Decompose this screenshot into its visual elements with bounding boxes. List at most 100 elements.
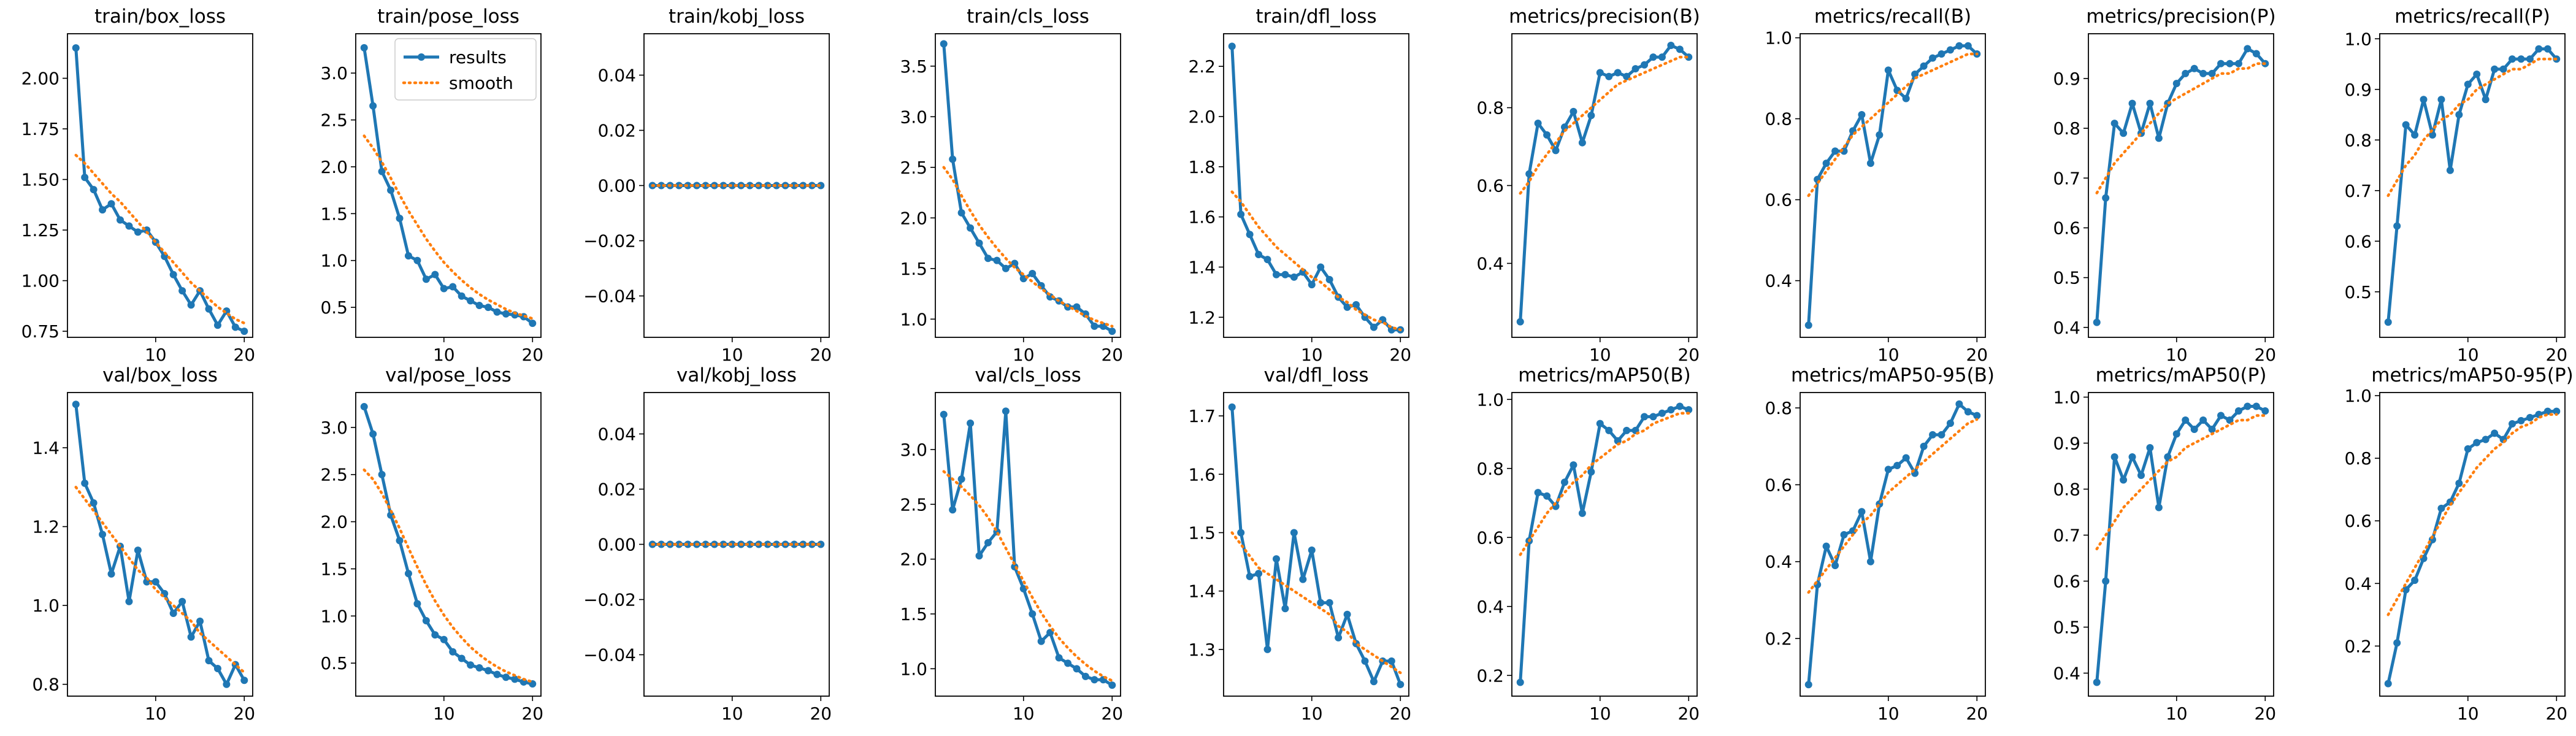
results-point — [1658, 409, 1666, 417]
results-point — [2155, 504, 2163, 512]
results-point — [223, 680, 231, 688]
y-tick-label: 1.6 — [1188, 207, 1216, 228]
results-point — [1263, 645, 1271, 653]
results-point — [458, 654, 466, 662]
results-point — [1667, 42, 1675, 50]
y-tick-label: 0.5 — [2344, 282, 2372, 302]
results-point — [1108, 328, 1116, 335]
y-tick-label: 0.02 — [598, 121, 636, 141]
results-point — [1317, 599, 1325, 607]
x-tick-label: 10 — [2166, 703, 2188, 724]
results-point — [2217, 412, 2225, 420]
y-tick-label: 0.2 — [1476, 665, 1504, 686]
panel-title: val/kobj_loss — [677, 364, 797, 386]
panel-title: metrics/mAP50(P) — [2096, 364, 2267, 386]
results-point — [107, 570, 115, 578]
results-point — [746, 182, 754, 190]
results-point — [125, 597, 133, 605]
results-point — [746, 540, 754, 548]
results-point — [422, 617, 430, 625]
results-point — [1929, 431, 1937, 439]
chart-panel: metrics/precision(P) 0.4 0.5 0.6 0.7 0.8 0.9 10… — [2053, 6, 2276, 365]
chart-panel: val/box_loss 0.8 1.0 1.2 1.4 10 20 — [32, 364, 255, 724]
results-point — [1649, 413, 1657, 421]
y-tick-label: 0.6 — [1765, 475, 1792, 495]
smooth-series-line — [1519, 55, 1690, 195]
x-tick-label: 20 — [2254, 345, 2276, 365]
x-tick-label: 20 — [233, 345, 255, 365]
results-point — [413, 256, 421, 264]
results-point — [1641, 61, 1649, 69]
y-tick-label: 0.9 — [2053, 434, 2080, 454]
y-tick-label: 1.0 — [900, 659, 927, 679]
results-point — [440, 635, 448, 643]
results-point — [1308, 281, 1316, 289]
x-tick-label: 10 — [1013, 345, 1035, 365]
chart-panel: val/pose_loss 0.5 1.0 1.5 2.0 2.5 3.0 10 20 — [320, 364, 543, 724]
y-tick-label: 0.8 — [2344, 130, 2372, 150]
plot-frame — [2088, 392, 2274, 697]
x-tick-label: 20 — [1966, 345, 1988, 365]
y-tick-label: 2.5 — [900, 158, 927, 178]
results-point — [984, 539, 992, 546]
x-tick-label: 20 — [1966, 703, 1988, 724]
results-point — [657, 540, 665, 548]
results-point — [1370, 323, 1378, 331]
results-point — [2428, 131, 2436, 139]
plot-frame — [1223, 33, 1409, 338]
results-point — [1605, 426, 1613, 434]
results-point — [957, 475, 965, 483]
panel-title: val/dfl_loss — [1264, 364, 1369, 386]
results-point — [1831, 561, 1839, 569]
chart-panel: metrics/mAP50(P) 0.4 0.5 0.6 0.7 0.8 0.9 1.0 10 2… — [2053, 364, 2276, 724]
results-point — [1343, 303, 1351, 311]
x-tick-label: 20 — [521, 345, 543, 365]
results-point — [2208, 426, 2216, 433]
y-tick-label: 0.4 — [1476, 253, 1504, 274]
results-point — [2455, 111, 2463, 118]
results-point — [1272, 555, 1280, 563]
results-point — [1866, 558, 1874, 565]
results-point — [369, 102, 377, 110]
results-point — [1667, 406, 1675, 414]
results-point — [1946, 420, 1954, 427]
results-point — [1299, 575, 1307, 583]
smooth-series-line — [74, 153, 246, 325]
results-point — [1822, 159, 1830, 167]
results-point — [2199, 69, 2207, 77]
smooth-series-line — [1807, 418, 1979, 594]
results-point — [493, 308, 501, 316]
results-point — [467, 661, 475, 669]
y-tick-label: 1.0 — [1476, 389, 1504, 410]
results-point — [975, 239, 983, 247]
y-tick-label: 0.7 — [2053, 526, 2080, 546]
results-point — [1596, 69, 1604, 77]
results-point — [790, 540, 798, 548]
x-tick-label: 20 — [1101, 703, 1123, 724]
results-point — [1255, 570, 1263, 578]
y-tick-label: 2.5 — [320, 110, 348, 131]
plot-frame — [1800, 392, 1986, 697]
smooth-series-line — [1230, 531, 1402, 675]
results-point — [1605, 72, 1613, 80]
panel-title: metrics/recall(P) — [2394, 6, 2550, 28]
results-point — [2491, 65, 2499, 73]
results-point — [2199, 416, 2207, 424]
results-point — [2102, 194, 2110, 202]
results-point — [2482, 96, 2490, 104]
results-point — [2437, 96, 2445, 104]
results-point — [2402, 121, 2410, 129]
plot-frame — [2088, 33, 2274, 338]
results-point — [1920, 442, 1928, 450]
results-point — [940, 40, 948, 48]
smooth-series-line — [2386, 58, 2558, 197]
plot-frame — [355, 392, 542, 697]
y-tick-label: 1.3 — [1188, 640, 1216, 660]
results-point — [2420, 96, 2428, 104]
results-point — [2482, 435, 2490, 443]
y-tick-label: −0.02 — [583, 590, 636, 610]
y-tick-label: 0.4 — [1765, 271, 1792, 291]
y-tick-label: 3.0 — [320, 418, 348, 438]
y-tick-label: 0.9 — [2053, 69, 2080, 89]
